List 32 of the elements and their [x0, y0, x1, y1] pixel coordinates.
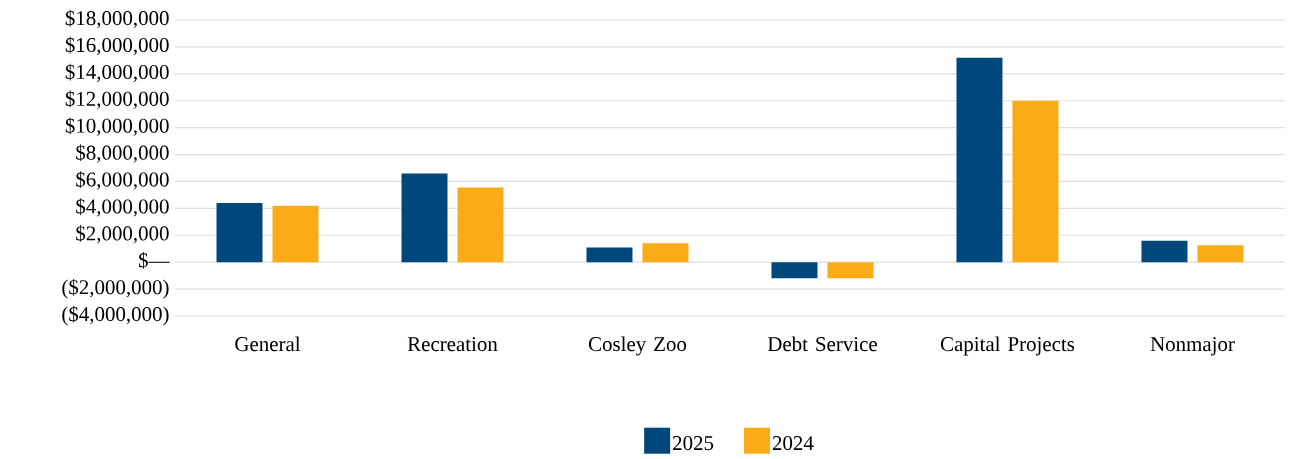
bar — [272, 205, 319, 263]
legend-label: 2025 — [673, 436, 714, 451]
x-tick-label: Debt Service — [767, 336, 877, 352]
x-tick-label: Capital Projects — [940, 336, 1075, 356]
x-tick-label: Cosley Zoo — [588, 336, 687, 356]
x-tick-label: Recreation — [407, 337, 498, 352]
y-tick-label: $6,000,000 — [76, 171, 169, 190]
y-tick-label: $8,000,000 — [76, 144, 169, 163]
bar — [771, 262, 818, 279]
x-tick-label: General — [235, 336, 301, 352]
y-tick-label: ($2,000,000) — [62, 278, 169, 299]
y-tick-label: $14,000,000 — [65, 63, 169, 83]
bar — [1197, 245, 1244, 263]
y-tick-label: $16,000,000 — [65, 36, 169, 56]
bar — [216, 202, 263, 263]
y-tick-label: $18,000,000 — [65, 9, 169, 29]
y-tick-label: $12,000,000 — [65, 90, 169, 109]
bar — [827, 262, 874, 279]
bar — [1012, 100, 1059, 263]
y-tick-label: $10,000,000 — [65, 117, 169, 136]
y-tick-label: $— — [139, 252, 170, 269]
x-tick-label: Nonmajor — [1150, 337, 1235, 356]
bar — [586, 247, 633, 263]
bar — [1141, 240, 1188, 263]
bar — [956, 57, 1003, 263]
bar — [401, 173, 448, 263]
bar — [642, 243, 689, 263]
legend-label: 2024 — [772, 436, 814, 451]
y-tick-label: $4,000,000 — [76, 198, 169, 217]
y-tick-label: $2,000,000 — [76, 225, 169, 244]
bar — [457, 187, 504, 263]
y-tick-label: ($4,000,000) — [62, 305, 169, 326]
